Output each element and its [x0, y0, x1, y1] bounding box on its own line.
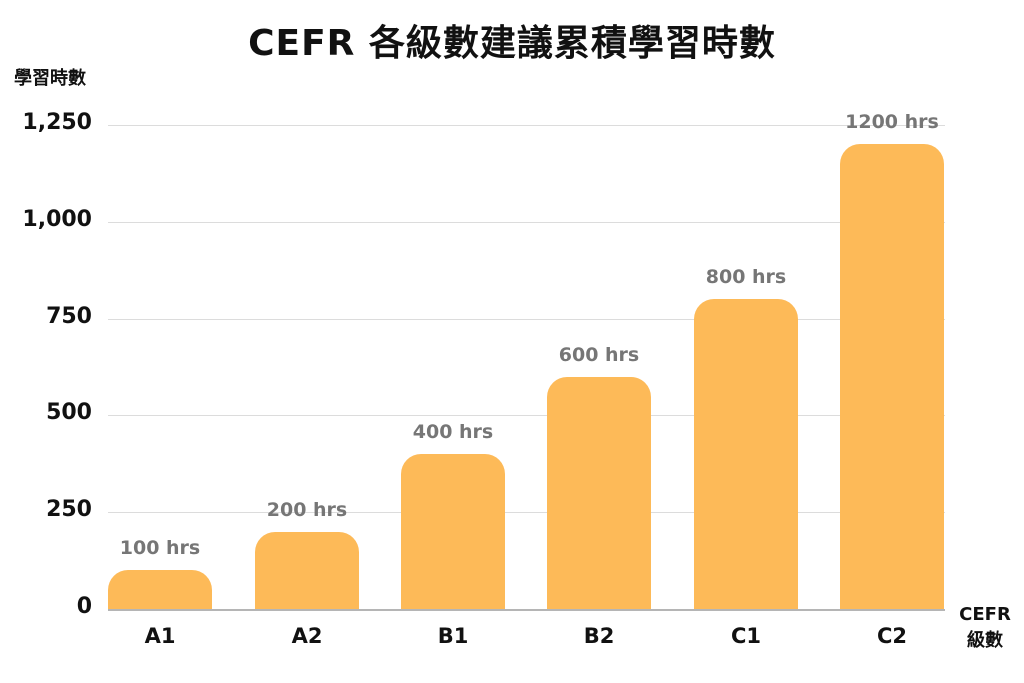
- x-tick-label: B2: [583, 624, 615, 648]
- x-tick-label: A1: [144, 624, 176, 648]
- bar-c1: [694, 299, 798, 609]
- x-axis-label-line-1: CEFR: [959, 604, 1011, 625]
- x-axis-label: CEFR 級數: [950, 602, 1020, 654]
- y-tick-label: 500: [46, 400, 92, 425]
- gridline: [108, 415, 945, 416]
- x-axis-label-line-2: 級數: [967, 630, 1003, 651]
- data-label: 100 hrs: [119, 537, 201, 559]
- bar-b2: [547, 377, 651, 609]
- data-label: 800 hrs: [705, 266, 787, 288]
- bar-a2: [255, 532, 359, 609]
- data-label: 200 hrs: [266, 499, 348, 521]
- data-label: 600 hrs: [558, 344, 640, 366]
- x-tick-label: C1: [730, 624, 762, 648]
- chart-title: CEFR 各級數建議累積學習時數: [248, 23, 776, 64]
- bar-b1: [401, 454, 505, 609]
- gridline: [108, 609, 945, 611]
- gridline: [108, 222, 945, 223]
- gridline: [108, 125, 945, 126]
- y-tick-label: 250: [46, 497, 92, 522]
- y-tick-label: 0: [76, 594, 92, 619]
- y-tick-label: 1,250: [22, 110, 92, 135]
- y-tick-label: 750: [46, 304, 92, 329]
- y-axis-label: 學習時數: [14, 68, 86, 89]
- y-tick-label: 1,000: [22, 207, 92, 232]
- data-label: 1200 hrs: [845, 111, 939, 133]
- x-tick-label: C2: [876, 624, 908, 648]
- gridline: [108, 512, 945, 513]
- bar-c2: [840, 144, 944, 609]
- gridline: [108, 319, 945, 320]
- x-tick-label: A2: [291, 624, 323, 648]
- data-label: 400 hrs: [412, 421, 494, 443]
- x-tick-label: B1: [437, 624, 469, 648]
- bar-a1: [108, 570, 212, 609]
